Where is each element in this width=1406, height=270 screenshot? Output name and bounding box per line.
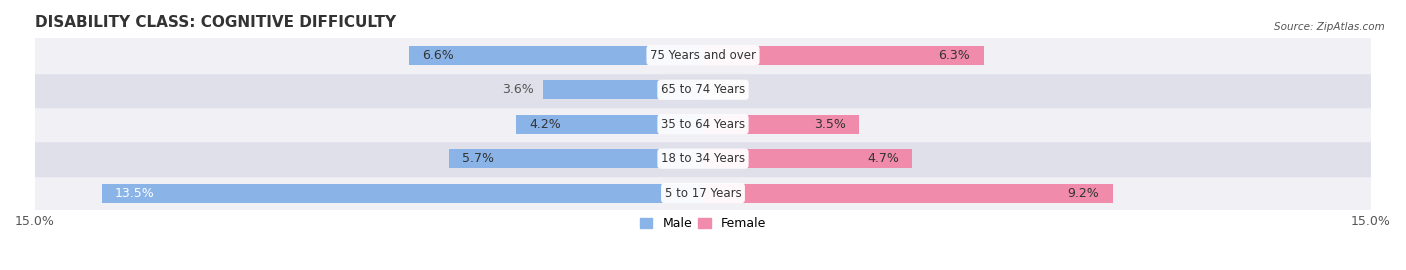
Text: 6.6%: 6.6% [422,49,454,62]
Bar [35,176,1371,210]
Text: 4.2%: 4.2% [529,118,561,131]
Text: DISABILITY CLASS: COGNITIVE DIFFICULTY: DISABILITY CLASS: COGNITIVE DIFFICULTY [35,15,396,30]
Bar [703,184,1112,202]
Text: 9.2%: 9.2% [1067,187,1099,200]
Text: 3.5%: 3.5% [814,118,845,131]
Bar [703,149,912,168]
Text: 18 to 34 Years: 18 to 34 Years [661,152,745,165]
Text: 0.0%: 0.0% [711,83,744,96]
Bar [35,73,1371,107]
Bar [543,80,703,99]
Bar [703,46,984,65]
Text: 35 to 64 Years: 35 to 64 Years [661,118,745,131]
Bar [409,46,703,65]
Text: Source: ZipAtlas.com: Source: ZipAtlas.com [1274,22,1385,32]
Bar [449,149,703,168]
Text: 5.7%: 5.7% [463,152,495,165]
Text: 75 Years and over: 75 Years and over [650,49,756,62]
Legend: Male, Female: Male, Female [636,212,770,235]
Text: 65 to 74 Years: 65 to 74 Years [661,83,745,96]
Text: 3.6%: 3.6% [502,83,534,96]
Text: 4.7%: 4.7% [868,152,898,165]
Bar [516,115,703,134]
Bar [35,107,1371,141]
Text: 13.5%: 13.5% [115,187,155,200]
Bar [703,115,859,134]
Text: 6.3%: 6.3% [938,49,970,62]
Bar [35,141,1371,176]
Text: 5 to 17 Years: 5 to 17 Years [665,187,741,200]
Bar [35,38,1371,73]
Bar [101,184,703,202]
